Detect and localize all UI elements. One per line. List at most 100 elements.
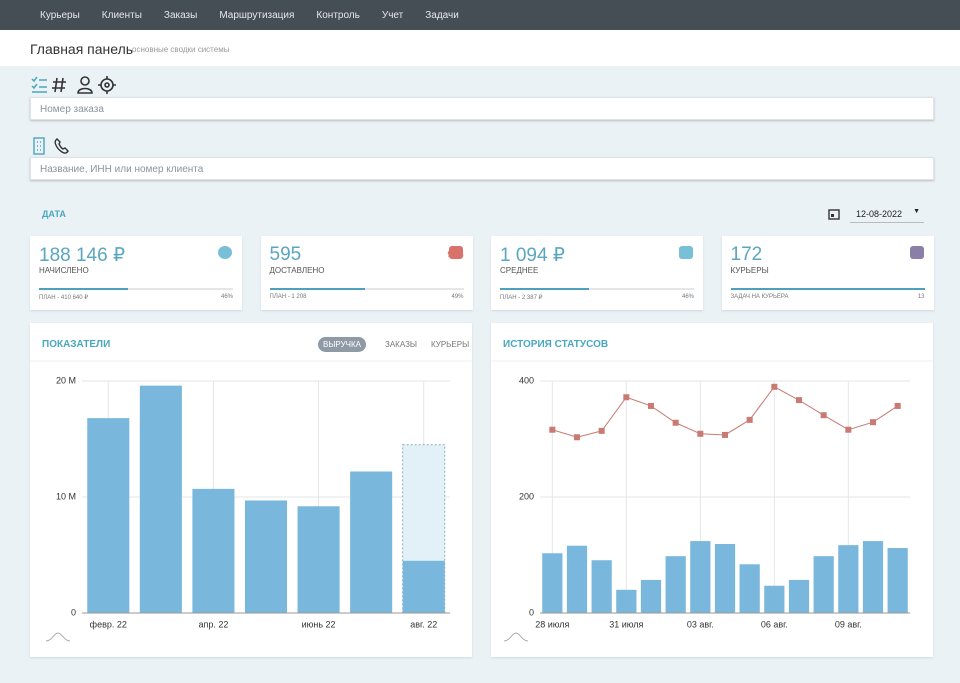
bar bbox=[139, 385, 182, 613]
line-point bbox=[672, 419, 679, 426]
bar bbox=[244, 500, 288, 613]
bar bbox=[87, 418, 130, 613]
kpi-plan: ПЛАН - 410 640 ₽ bbox=[39, 295, 89, 301]
bar bbox=[591, 560, 612, 613]
line-point bbox=[623, 394, 630, 401]
nav-item[interactable]: Курьеры bbox=[40, 9, 80, 21]
kpi-value: 595 bbox=[269, 244, 302, 265]
chart: 0 10 M 20 M февр. 22 апр. 22 июнь 22 авг. 22 bbox=[30, 360, 472, 642]
bar bbox=[714, 543, 736, 613]
chart: 0 200 400 28 июля 31 июля 03 авг. 06 авг. 09 ав… bbox=[491, 360, 933, 642]
x-tick-label: февр. 22 bbox=[90, 619, 127, 629]
bar bbox=[402, 560, 445, 613]
client-search-icons bbox=[33, 137, 69, 155]
kpi-extra: 13 bbox=[917, 294, 925, 300]
bar bbox=[542, 553, 563, 613]
nav-item[interactable]: Заказы bbox=[163, 9, 198, 21]
progress-fill bbox=[39, 288, 129, 290]
bar bbox=[297, 506, 340, 613]
kpi-label: ДОСТАВЛЕНО bbox=[269, 266, 325, 275]
kpi-percent: 49% bbox=[451, 294, 464, 300]
nav-bar: Курьеры Клиенты Заказы Маршрутизация Контрол… bbox=[0, 0, 960, 30]
nav-item[interactable]: Задачи bbox=[425, 9, 459, 21]
chart-tab[interactable]: ВЫРУЧКА bbox=[318, 337, 366, 352]
bar bbox=[739, 564, 760, 613]
order-search-icons bbox=[31, 76, 116, 94]
bar bbox=[764, 585, 785, 613]
kpi-icon bbox=[679, 246, 693, 259]
y-tick-label: 0 bbox=[529, 607, 534, 617]
line-point bbox=[870, 419, 876, 426]
kpi-value: 172 bbox=[730, 244, 763, 265]
progress-fill bbox=[269, 288, 365, 290]
progress-track bbox=[730, 288, 925, 290]
chart-tab[interactable]: ЗАКАЗЫ bbox=[385, 340, 417, 349]
y-tick-label: 400 bbox=[519, 375, 534, 385]
date-value: 12-08-2022 bbox=[856, 209, 903, 219]
y-tick-label: 20 M bbox=[56, 375, 76, 385]
calendar-icon bbox=[828, 209, 840, 220]
line-point bbox=[771, 383, 778, 390]
order-search-input[interactable]: Номер заказа bbox=[30, 97, 934, 120]
nav-item[interactable]: Контроль bbox=[316, 9, 360, 21]
nav-item[interactable]: Клиенты bbox=[101, 9, 142, 21]
line-point bbox=[746, 416, 753, 423]
page-title: Главная панель bbox=[30, 41, 134, 57]
zoom-icon bbox=[503, 632, 529, 642]
kpi-icon bbox=[448, 246, 463, 259]
kpi-plan: ПЛАН - 2 387 ₽ bbox=[500, 295, 543, 301]
bar bbox=[690, 541, 711, 613]
kpi-icon bbox=[909, 246, 924, 259]
nav-item[interactable]: Маршрутизация bbox=[219, 9, 295, 21]
x-tick-label: 28 июля bbox=[535, 619, 569, 629]
progress-track bbox=[39, 288, 233, 290]
kpi-value: 188 146 ₽ bbox=[39, 245, 126, 266]
kpi-percent: 46% bbox=[220, 294, 233, 300]
y-tick-label: 200 bbox=[519, 491, 534, 501]
line-point bbox=[574, 434, 580, 441]
bar bbox=[192, 488, 235, 613]
progress-fill bbox=[730, 288, 925, 290]
chart-title: ИСТОРИЯ СТАТУСОВ bbox=[503, 339, 609, 350]
line-point bbox=[598, 427, 605, 434]
chart-tab[interactable]: КУРЬЕРЫ bbox=[431, 340, 470, 349]
bar bbox=[838, 545, 859, 613]
kpi-card: 1 094 ₽ СРЕДНЕЕ 46% ПЛАН - 2 387 ₽ bbox=[491, 236, 703, 310]
line-point bbox=[894, 402, 901, 409]
zoom-icon bbox=[45, 632, 71, 642]
page-subtitle: основные сводки системы bbox=[132, 45, 230, 54]
bar bbox=[813, 556, 834, 613]
x-tick-label: 31 июля bbox=[609, 619, 643, 629]
kpi-badge: 93% bbox=[447, 250, 464, 259]
kpi-plan: ПЛАН - 1 208 bbox=[269, 294, 307, 300]
bar bbox=[788, 579, 810, 613]
line-point bbox=[722, 431, 728, 438]
kpi-card: 172 КУРЬЕРЫ 13 ЗАДАЧ НА КУРЬЕРА bbox=[721, 236, 934, 310]
bar bbox=[862, 541, 884, 613]
bar bbox=[665, 556, 686, 613]
kpi-label: НАЧИСЛЕНО bbox=[39, 266, 89, 275]
bar bbox=[350, 471, 393, 613]
progress-fill bbox=[500, 288, 590, 290]
progress-track bbox=[269, 288, 464, 290]
nav-item[interactable]: Учет bbox=[381, 9, 404, 21]
y-tick-label: 10 M bbox=[56, 491, 76, 501]
bar bbox=[616, 589, 637, 613]
kpi-card: 595 ДОСТАВЛЕНО 93% 49% ПЛАН - 1 208 bbox=[260, 236, 473, 310]
chart-title: ПОКАЗАТЕЛИ bbox=[42, 339, 111, 350]
date-picker[interactable]: 12-08-2022 ▼ bbox=[850, 205, 924, 223]
line-point bbox=[549, 426, 556, 433]
kpi-card: 188 146 ₽ НАЧИСЛЕНО 46% ПЛАН - 410 640 ₽ bbox=[30, 236, 242, 310]
kpi-percent: 46% bbox=[681, 294, 694, 300]
kpi-label: КУРЬЕРЫ bbox=[730, 266, 769, 275]
kpi-value: 1 094 ₽ bbox=[500, 245, 565, 266]
progress-track bbox=[500, 288, 694, 290]
kpi-plan: ЗАДАЧ НА КУРЬЕРА bbox=[730, 294, 789, 300]
bar bbox=[887, 548, 908, 613]
client-search-input[interactable]: Название, ИНН или номер клиента bbox=[30, 157, 934, 180]
line-point bbox=[697, 430, 704, 437]
line-point bbox=[820, 412, 827, 419]
x-tick-label: 03 авг. bbox=[687, 619, 714, 629]
bar bbox=[566, 545, 588, 613]
x-tick-label: апр. 22 bbox=[198, 619, 228, 629]
